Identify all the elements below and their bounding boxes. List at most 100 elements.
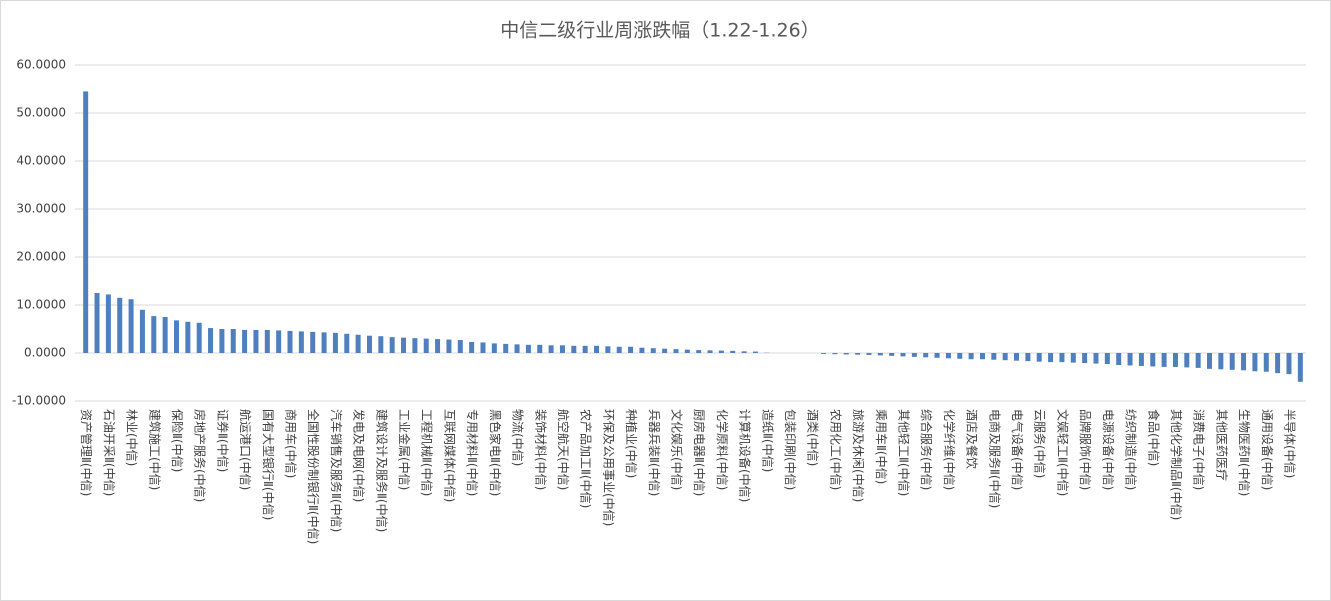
bar: [752, 351, 758, 353]
bar: [1093, 353, 1099, 364]
bar: [1059, 353, 1065, 363]
bar: [401, 337, 407, 353]
bar: [673, 349, 679, 353]
bar: [718, 350, 724, 353]
bar: [1229, 353, 1235, 370]
bar: [344, 333, 350, 353]
bar: [1195, 353, 1201, 368]
bar: [1207, 353, 1213, 369]
bar: [741, 351, 747, 353]
bar: [855, 353, 861, 355]
bar: [469, 341, 475, 353]
x-tick-label: 电商及服务Ⅱ(中信): [987, 409, 1002, 508]
bar: [843, 353, 849, 355]
bar: [1002, 353, 1008, 361]
x-tick-label: 乘用车Ⅱ(中信): [874, 409, 889, 484]
bar: [1070, 353, 1076, 363]
bar: [525, 344, 531, 353]
x-tick-label: 航运港口(中信): [238, 409, 253, 490]
bar: [1172, 353, 1178, 367]
bar: [605, 346, 611, 353]
bar: [151, 316, 157, 353]
bar: [662, 348, 668, 353]
bar: [934, 353, 940, 358]
bar: [446, 339, 452, 353]
bar: [139, 309, 145, 353]
bar: [1104, 353, 1110, 365]
bar: [616, 346, 622, 353]
bar: [389, 337, 395, 353]
bar: [173, 320, 179, 353]
bar: [1036, 353, 1042, 362]
x-tick-label: 石油开采Ⅱ(中信): [102, 409, 117, 496]
x-tick-label: 资产管理Ⅱ(中信): [79, 409, 94, 496]
x-tick-label: 酒店及餐饮: [965, 409, 980, 469]
bar: [1138, 353, 1144, 366]
bar: [537, 344, 543, 353]
bar: [185, 321, 191, 353]
bar: [548, 345, 554, 353]
bar: [117, 297, 123, 353]
bar: [1025, 353, 1031, 362]
bar: [1297, 353, 1303, 382]
bar: [378, 336, 384, 353]
x-tick-label: 保险Ⅱ(中信): [170, 409, 185, 472]
bar: [628, 346, 634, 353]
bar: [83, 91, 89, 354]
bar: [991, 353, 997, 360]
bar: [684, 349, 690, 353]
bar: [298, 331, 304, 353]
x-tick-label: 证券Ⅱ(中信): [215, 409, 230, 472]
x-tick-label: 装饰材料(中信): [533, 409, 548, 490]
y-tick-label: 30.0000: [16, 202, 66, 216]
x-tick-label: 旅游及休闲(中信): [851, 409, 866, 502]
bar: [900, 353, 906, 357]
x-tick-label: 消费电子(中信): [1192, 409, 1207, 490]
y-tick-label: 10.0000: [16, 298, 66, 312]
y-tick-label: -10.0000: [12, 394, 66, 408]
x-tick-label: 发电及电网(中信): [352, 409, 367, 502]
bar: [355, 334, 361, 353]
x-tick-label: 包装印刷(中信): [783, 409, 798, 490]
bar: [1048, 353, 1054, 363]
x-tick-label: 全国性股份制银行Ⅱ(中信): [306, 409, 321, 544]
bar: [412, 338, 418, 353]
bar: [105, 294, 111, 353]
bar: [321, 332, 327, 353]
x-tick-label: 化学纤维(中信): [942, 409, 957, 490]
x-tick-label: 航空航天(中信): [556, 409, 571, 490]
x-tick-label: 文娱轻工Ⅱ(中信): [1055, 409, 1070, 496]
bar: [264, 329, 270, 353]
bar: [242, 329, 248, 353]
x-tick-label: 半导体(中信): [1282, 409, 1297, 478]
bar: [1252, 353, 1258, 372]
x-tick-label: 纺织制造(中信): [1124, 409, 1139, 490]
y-tick-label: 0.0000: [24, 346, 66, 360]
x-tick-label: 黑色家电Ⅱ(中信): [488, 409, 503, 496]
bar: [979, 353, 985, 360]
bar: [968, 353, 974, 360]
bar: [923, 353, 929, 358]
bar: [945, 353, 951, 359]
x-tick-label: 汽车销售及服务Ⅱ(中信): [329, 409, 344, 532]
x-tick-label: 种植业(中信): [624, 409, 639, 478]
bar: [696, 350, 702, 353]
x-tick-label: 商用车(中信): [284, 409, 299, 478]
bar: [514, 344, 520, 353]
bar: [877, 353, 883, 356]
bar: [821, 353, 827, 354]
chart-title: 中信二级行业周涨跌幅（1.22-1.26）: [500, 20, 819, 42]
bar: [866, 353, 872, 355]
bar: [196, 322, 202, 353]
x-tick-label: 物流(中信): [511, 409, 526, 466]
x-tick-label: 工程机械Ⅱ(中信): [420, 409, 435, 496]
y-tick-label: 50.0000: [16, 106, 66, 120]
bar: [957, 353, 963, 359]
x-tick-label: 云服务(中信): [1033, 409, 1048, 478]
bar: [1014, 353, 1020, 361]
y-tick-label: 40.0000: [16, 154, 66, 168]
x-tick-label: 食品(中信): [1146, 409, 1161, 466]
bar: [559, 345, 565, 353]
